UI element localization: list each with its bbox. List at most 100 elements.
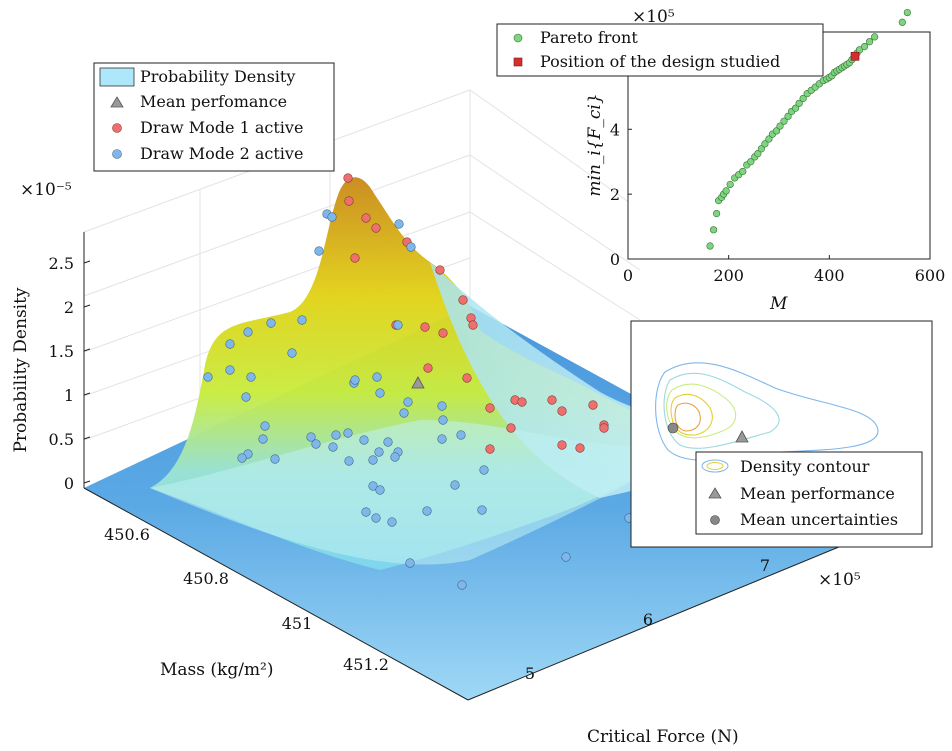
pareto-point [784, 112, 792, 120]
pareto-point [709, 226, 718, 234]
design-point [850, 52, 860, 61]
z-exponent: ×10⁻⁵ [20, 180, 72, 200]
pareto-x-tick-label: 0 [623, 266, 633, 285]
mode2-point [314, 246, 324, 256]
mode1-point [557, 406, 567, 416]
mode1-point [350, 253, 360, 263]
pareto-x-tick-label: 400 [814, 266, 845, 285]
mode1-point [485, 444, 495, 454]
mode1-point [506, 423, 516, 433]
mode1-point [423, 363, 433, 373]
mode2-point [368, 455, 378, 465]
pareto-point [712, 210, 721, 218]
pareto-point [792, 104, 800, 112]
pareto-point [865, 38, 874, 46]
pareto-point [772, 127, 781, 135]
contour-mean-marker [735, 430, 749, 443]
pareto-y-exponent: ×10⁵ [632, 7, 675, 27]
mode2-point [328, 442, 338, 452]
mode1-point [458, 295, 468, 305]
x-tick-label: 451 [282, 614, 313, 633]
legend-mean-marker [110, 96, 124, 108]
pareto-y-tick-label: 2 [610, 185, 620, 204]
mode2-point [359, 435, 369, 445]
legend-design-marker [513, 57, 523, 67]
mode2-point [422, 506, 432, 516]
mode2-point [344, 456, 354, 466]
mean-uncertainty-marker [667, 422, 679, 434]
legend-contour-marker [701, 459, 729, 473]
legend-design-label: Position of the design studied [540, 52, 780, 71]
legend-contour-label: Density contour [740, 457, 870, 476]
y-ticks: 5 6 7 [525, 556, 770, 683]
legend-pareto-marker [513, 33, 523, 43]
legend-contour-inner [706, 462, 724, 470]
mode2-point [368, 481, 378, 491]
z-tick-label: 2 [64, 298, 74, 317]
legend-contour-mean-marker [708, 487, 722, 499]
mode2-point [372, 372, 382, 382]
mode2-point [437, 401, 447, 411]
mode2-point [287, 348, 297, 358]
surface-plot: 0 0.5 1 1.5 2 2.5 ×10⁻⁵ Probability Density 4… [11, 62, 881, 747]
legend-uncert-label: Mean uncertainties [740, 510, 898, 529]
pareto-legend: Pareto front Position of the design stud… [496, 23, 824, 77]
pareto-point [747, 158, 755, 166]
x-axis-line [83, 487, 469, 701]
z-tick-mark [83, 480, 91, 484]
mode1-point [588, 400, 598, 410]
pareto-point [795, 99, 803, 107]
mode2-point [457, 580, 467, 590]
z-tick-mark [83, 304, 91, 308]
mode2-point [437, 434, 447, 444]
pareto-point [754, 150, 762, 158]
mode2-point [203, 372, 213, 382]
y-tick-label: 7 [760, 556, 770, 575]
surface-lower-fade [150, 420, 700, 565]
pareto-point [739, 167, 747, 176]
mode1-point [438, 328, 448, 338]
mode2-point [306, 432, 316, 442]
mode1-point [547, 395, 557, 405]
z-tick-label: 1.5 [49, 342, 74, 361]
mode2-point [477, 505, 487, 515]
mode2-point [225, 339, 235, 349]
x-tick-label: 450.6 [104, 525, 150, 544]
mode2-point [361, 507, 371, 517]
legend-density-label: Probability Density [140, 67, 295, 86]
mode1-point [599, 423, 609, 433]
z-tick-label: 0 [64, 474, 74, 493]
mode2-point [375, 388, 385, 398]
mode2-point [375, 485, 385, 495]
mode2-point [371, 513, 381, 523]
pareto-y-tick-label: 0 [610, 250, 620, 269]
pareto-x-tick-label: 200 [713, 266, 744, 285]
mode1-point [420, 322, 430, 332]
z-tick-label: 1 [64, 386, 74, 405]
y-tick-label: 6 [643, 610, 653, 629]
x-axis-label: Mass (kg/m²) [160, 660, 274, 680]
y-axis-label: Critical Force (N) [587, 727, 739, 747]
legend-mode2-marker [112, 149, 122, 159]
z-tick-label: 0.5 [49, 430, 74, 449]
mode2-point [387, 517, 397, 527]
z-tick-mark [83, 260, 91, 264]
mode2-point [350, 375, 360, 385]
z-axis-label: Probability Density [11, 287, 31, 452]
mode1-point [485, 403, 495, 413]
pareto-point [903, 8, 911, 17]
pareto-point [871, 33, 879, 41]
legend-uncert-marker [710, 515, 720, 525]
mode2-point [266, 318, 276, 328]
mode2-point [438, 415, 448, 425]
mode1-point [371, 223, 381, 233]
pareto-points [706, 8, 911, 250]
pareto-point [706, 242, 714, 250]
legend-mode1-marker [112, 123, 122, 133]
mode2-point [456, 430, 466, 440]
mode2-point [225, 365, 235, 375]
z-ticks: 0 0.5 1 1.5 2 2.5 [49, 254, 91, 493]
mode2-point [383, 437, 393, 447]
mode2-point [246, 372, 256, 382]
x-tick-label: 450.8 [183, 569, 229, 588]
